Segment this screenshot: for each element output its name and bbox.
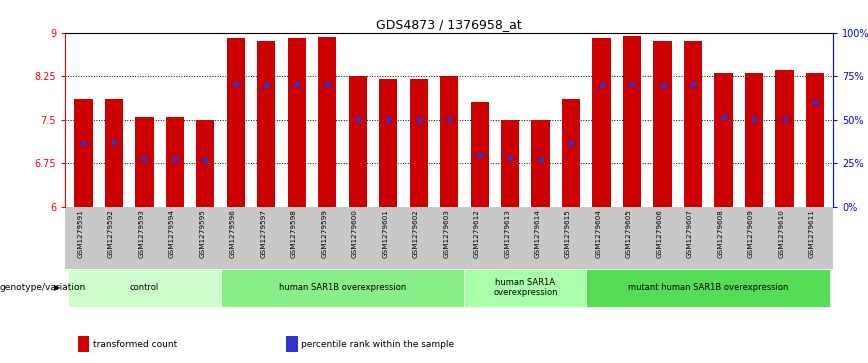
Bar xyxy=(654,41,672,207)
Bar xyxy=(593,38,611,207)
Bar xyxy=(105,99,123,207)
Bar xyxy=(166,117,184,207)
Text: GSM1279597: GSM1279597 xyxy=(260,209,266,258)
Text: GSM1279612: GSM1279612 xyxy=(474,209,480,258)
Text: GSM1279613: GSM1279613 xyxy=(504,209,510,258)
Bar xyxy=(318,37,337,207)
Bar xyxy=(257,41,275,207)
Bar xyxy=(410,79,428,207)
Bar xyxy=(714,73,733,207)
Text: GSM1279592: GSM1279592 xyxy=(108,209,114,258)
Bar xyxy=(349,76,367,207)
Text: GSM1279607: GSM1279607 xyxy=(687,209,693,258)
Text: GSM1279603: GSM1279603 xyxy=(444,209,450,258)
Text: ▶: ▶ xyxy=(55,283,61,292)
Text: percentile rank within the sample: percentile rank within the sample xyxy=(301,340,454,348)
Text: GSM1279601: GSM1279601 xyxy=(382,209,388,258)
Bar xyxy=(623,36,641,207)
Bar xyxy=(470,102,489,207)
Text: genotype/variation: genotype/variation xyxy=(0,283,86,292)
Text: GSM1279591: GSM1279591 xyxy=(77,209,83,258)
Bar xyxy=(227,38,245,207)
Text: GSM1279608: GSM1279608 xyxy=(718,209,724,258)
Bar xyxy=(501,120,519,207)
Bar xyxy=(196,120,214,207)
Text: GSM1279595: GSM1279595 xyxy=(200,209,206,258)
Bar xyxy=(806,73,824,207)
Text: mutant human SAR1B overexpression: mutant human SAR1B overexpression xyxy=(628,283,788,292)
Bar xyxy=(562,99,581,207)
Bar xyxy=(745,73,763,207)
Bar xyxy=(440,76,458,207)
Text: human SAR1B overexpression: human SAR1B overexpression xyxy=(279,283,406,292)
Bar xyxy=(531,120,549,207)
Text: GSM1279610: GSM1279610 xyxy=(779,209,785,258)
Text: GSM1279614: GSM1279614 xyxy=(535,209,541,258)
Bar xyxy=(75,99,93,207)
Text: GSM1279605: GSM1279605 xyxy=(626,209,632,258)
Text: GSM1279596: GSM1279596 xyxy=(230,209,236,258)
Text: GSM1279604: GSM1279604 xyxy=(595,209,602,258)
Text: GSM1279593: GSM1279593 xyxy=(138,209,144,258)
Text: GSM1279600: GSM1279600 xyxy=(352,209,358,258)
Bar xyxy=(287,38,306,207)
Text: control: control xyxy=(129,283,159,292)
Bar xyxy=(135,117,154,207)
Text: GSM1279609: GSM1279609 xyxy=(748,209,754,258)
Text: GSM1279615: GSM1279615 xyxy=(565,209,571,258)
Text: GSM1279606: GSM1279606 xyxy=(656,209,662,258)
Text: GSM1279594: GSM1279594 xyxy=(169,209,174,258)
Bar xyxy=(379,79,398,207)
Text: GSM1279602: GSM1279602 xyxy=(412,209,418,258)
Text: GSM1279598: GSM1279598 xyxy=(291,209,297,258)
Bar xyxy=(684,41,702,207)
Text: GSM1279599: GSM1279599 xyxy=(321,209,327,258)
Text: transformed count: transformed count xyxy=(93,340,177,348)
Title: GDS4873 / 1376958_at: GDS4873 / 1376958_at xyxy=(377,19,522,32)
Text: GSM1279611: GSM1279611 xyxy=(809,209,815,258)
Bar xyxy=(775,70,793,207)
Text: human SAR1A
overexpression: human SAR1A overexpression xyxy=(493,278,557,297)
